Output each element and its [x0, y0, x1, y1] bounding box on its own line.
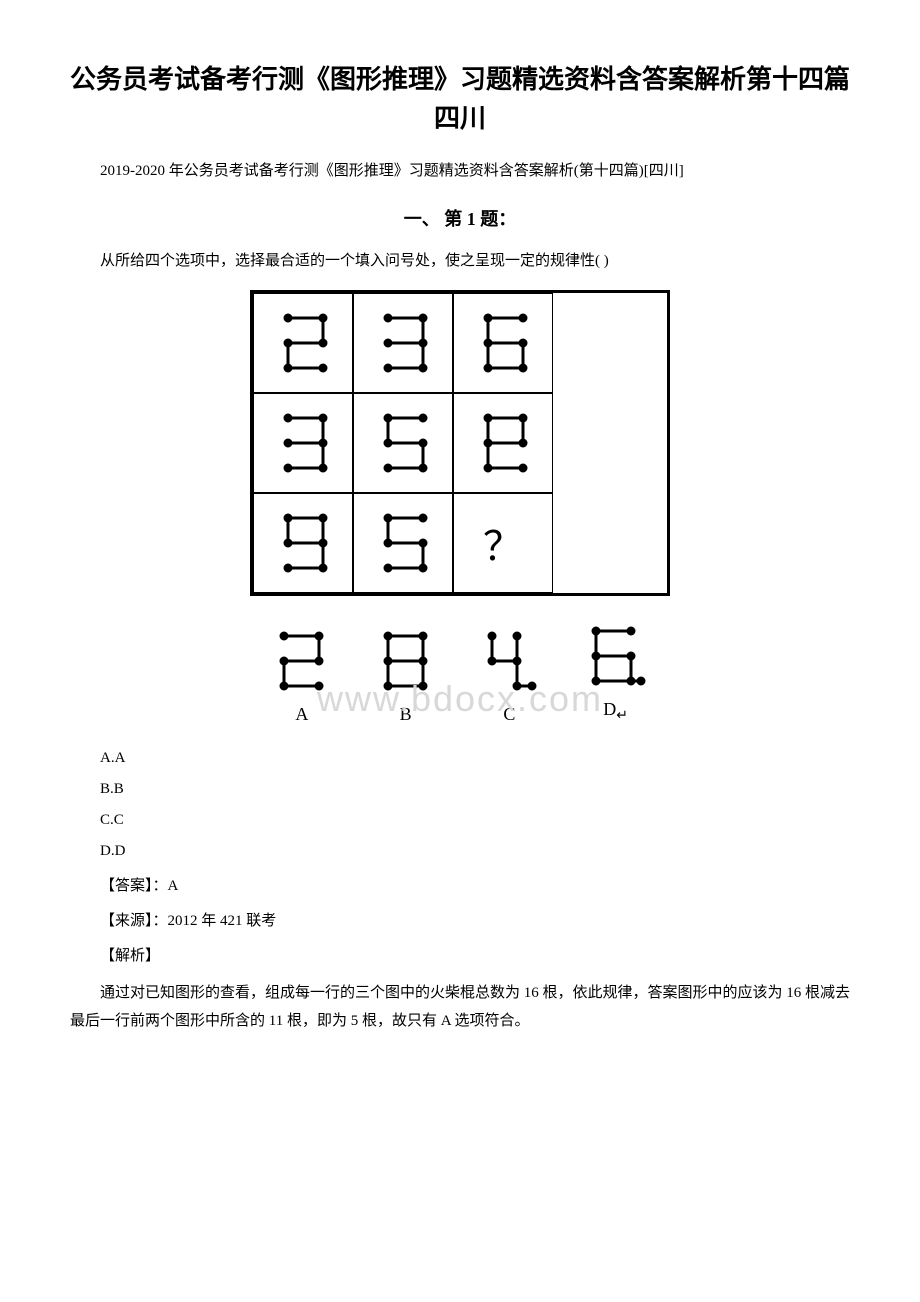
watermark-text: www.bdocx.com	[317, 678, 603, 720]
grid-cell	[353, 293, 453, 393]
option-label: D↵	[603, 699, 628, 725]
subtitle-text: 2019-2020 年公务员考试备考行测《图形推理》习题精选资料含答案解析(第十…	[70, 158, 850, 185]
grid-cell	[353, 393, 453, 493]
grid-cell	[453, 393, 553, 493]
grid-cell	[353, 493, 453, 593]
choice-b: B.B	[70, 781, 850, 798]
grid-cell	[453, 293, 553, 393]
grid-cell	[253, 293, 353, 393]
source-line: 【来源】：2012 年 421 联考	[70, 909, 850, 930]
answer-block: A.A B.B C.C D.D 【答案】：A 【来源】：2012 年 421 联…	[70, 750, 850, 1036]
answer-line: 【答案】：A	[70, 874, 850, 895]
analysis-label: 【解析】	[70, 944, 850, 965]
option-label: A	[295, 704, 308, 725]
choice-d: D.D	[70, 843, 850, 860]
page-title: 公务员考试备考行测《图形推理》习题精选资料含答案解析第十四篇四川	[70, 60, 850, 138]
question-text: 从所给四个选项中，选择最合适的一个填入问号处，使之呈现一定的规律性( )	[70, 249, 850, 270]
matchstick-grid: ？	[250, 290, 670, 596]
choice-a: A.A	[70, 750, 850, 767]
section-heading: 一、 第 1 题：	[70, 205, 850, 231]
choice-c: C.C	[70, 812, 850, 829]
question-figure: ？ www.bdocx.com	[70, 290, 850, 725]
grid-cell	[253, 493, 353, 593]
question-mark-icon: ？	[483, 514, 523, 572]
grid-cell-question: ？	[453, 493, 553, 593]
grid-cell	[253, 393, 353, 493]
analysis-text: 通过对已知图形的查看，组成每一行的三个图中的火柴棍总数为 16 根，依此规律，答…	[70, 979, 850, 1036]
